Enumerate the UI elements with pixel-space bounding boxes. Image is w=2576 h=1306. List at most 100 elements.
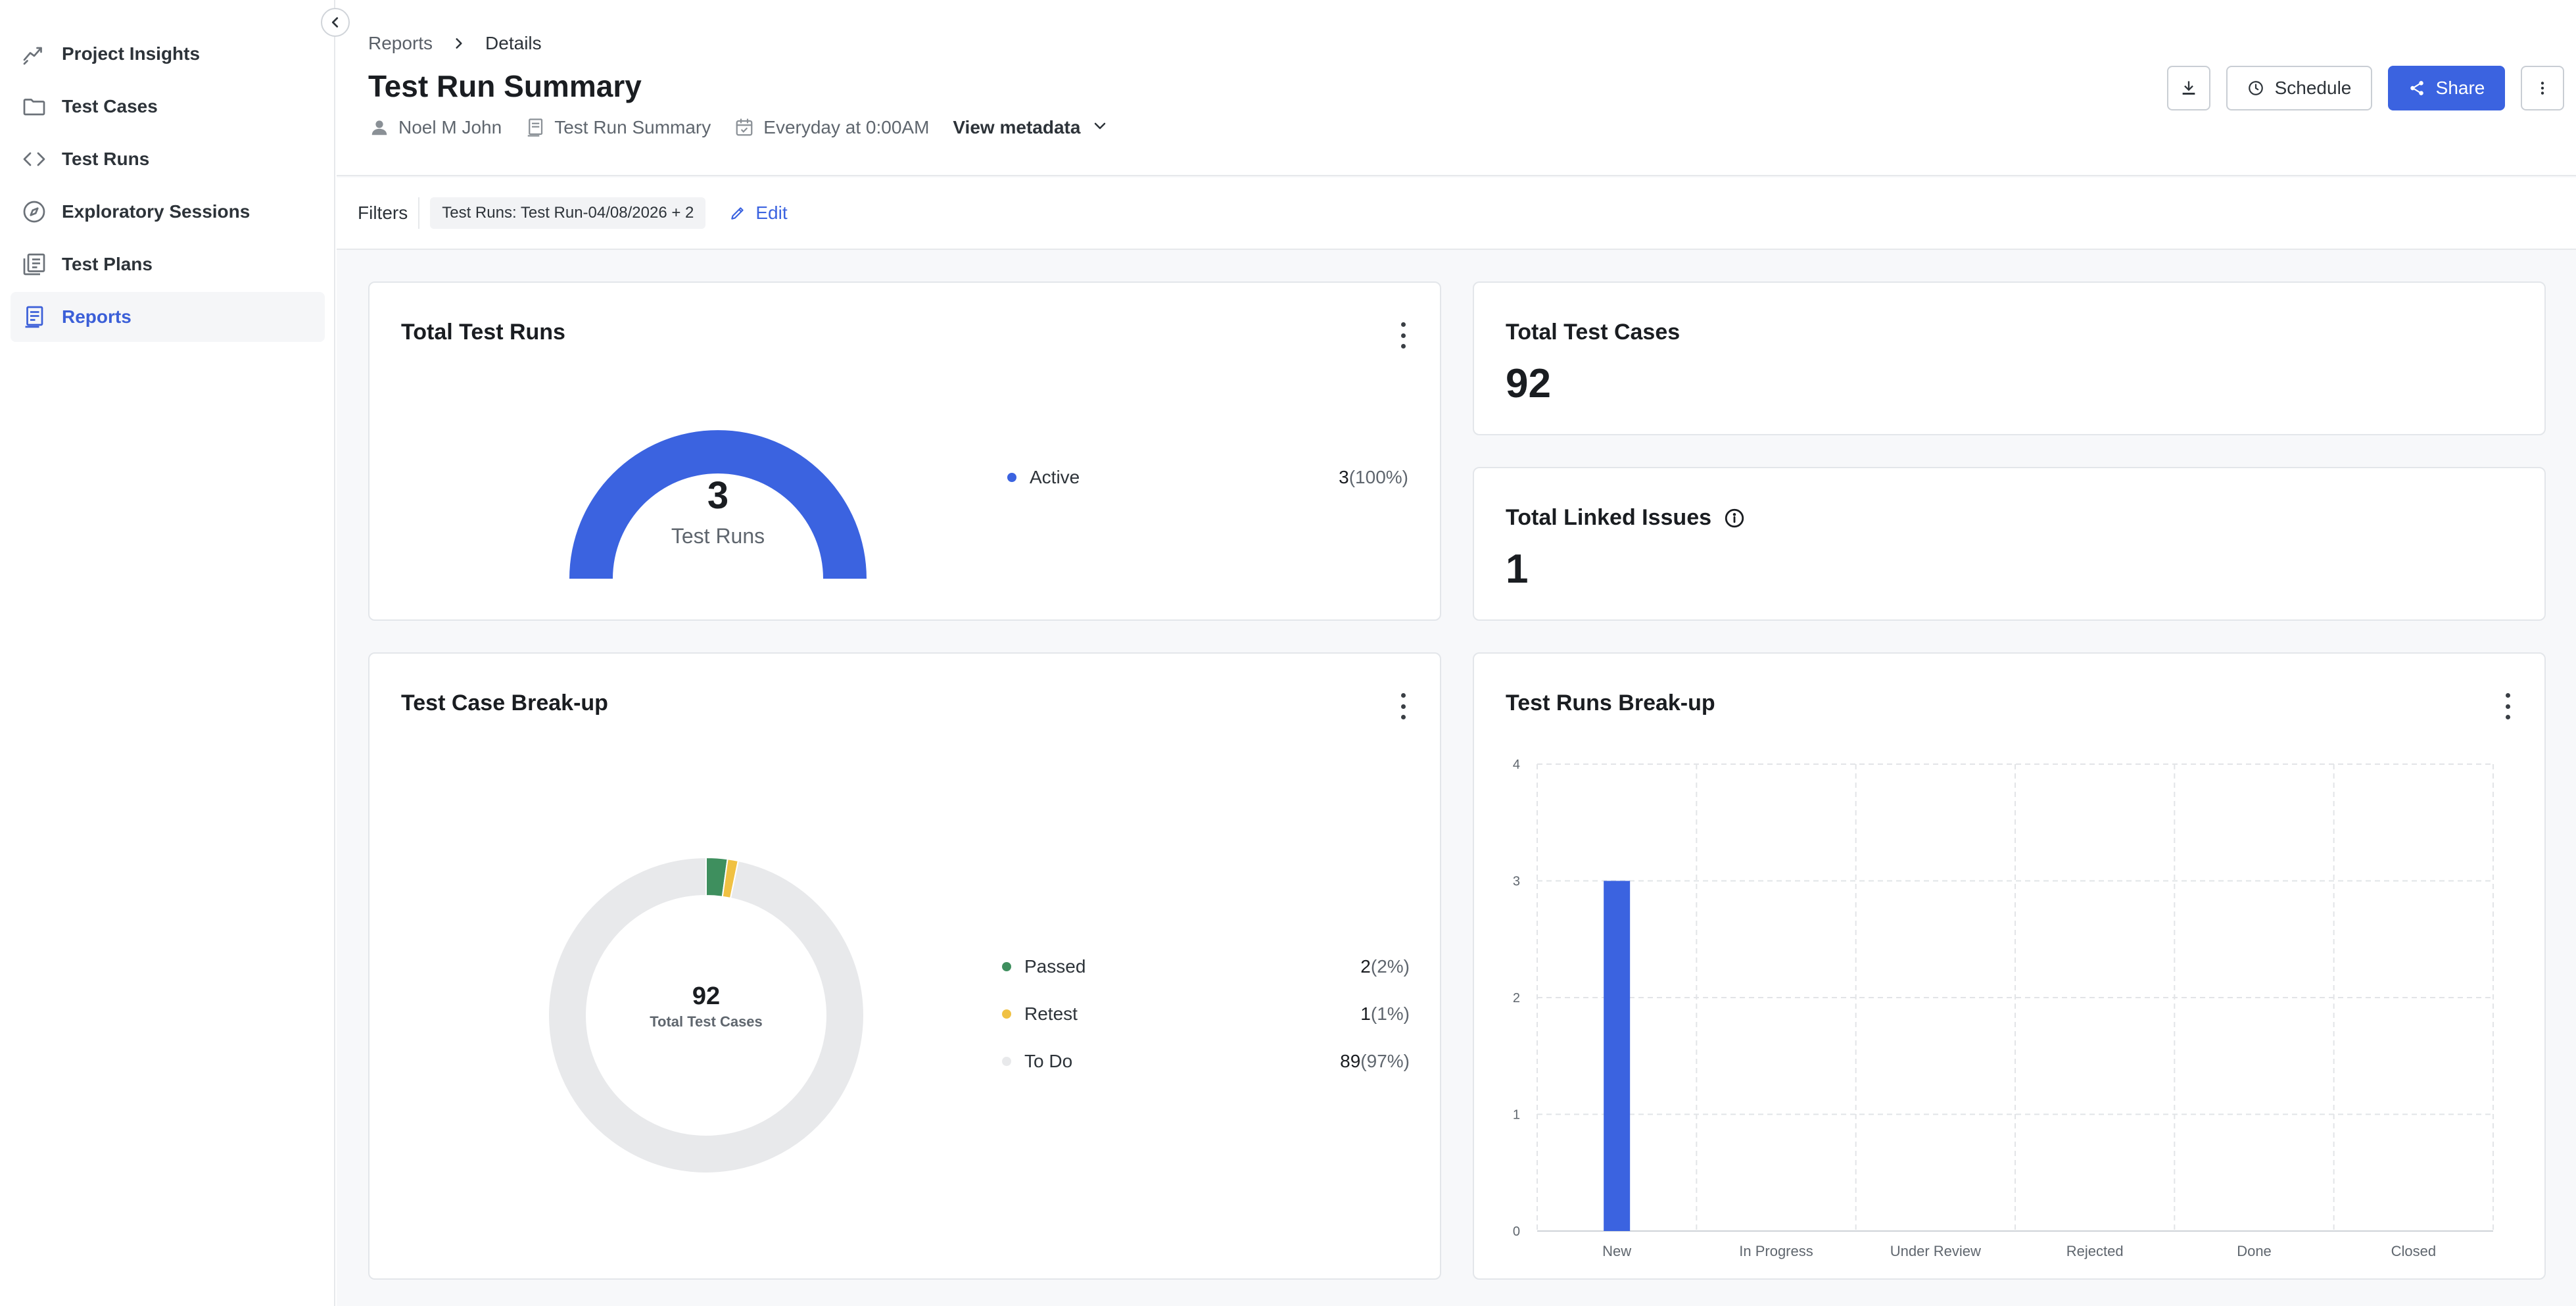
x-tick-label: Done [2237, 1243, 2272, 1259]
more-options-button[interactable] [2521, 66, 2564, 110]
legend-value: 1 [1360, 1004, 1371, 1024]
sidebar: Project Insights Test Cases Test Runs Ex… [0, 0, 335, 1306]
legend-item-passed: Passed 2 (2%) [1002, 943, 1410, 990]
breadcrumb-details: Details [485, 33, 542, 53]
schedule-info: Everyday at 0:00AM [734, 117, 929, 138]
x-tick-label: Under Review [1890, 1243, 1981, 1259]
total-linked-issues-value: 1 [1506, 546, 1529, 592]
calendar-check-icon [734, 118, 754, 137]
sidebar-item-label: Test Runs [62, 149, 150, 169]
clock-icon [2247, 80, 2264, 97]
card-title: Test Runs Break-up [1506, 690, 1715, 715]
sidebar-item-label: Test Plans [62, 254, 153, 274]
test-case-legend: Passed 2 (2%) Retest 1 (1%) To Do 89 (97%) [1002, 943, 1410, 1085]
pencil-icon [729, 205, 746, 222]
share-button-label: Share [2435, 78, 2485, 98]
user-icon [370, 118, 389, 137]
gauge-subtitle: Test Runs [671, 524, 765, 548]
gauge-value: 3 [707, 474, 729, 517]
sidebar-item-reports[interactable]: Reports [11, 292, 325, 342]
plans-icon [21, 251, 47, 278]
legend-percent: (100%) [1348, 467, 1408, 487]
edit-filters-button[interactable]: Edit [729, 203, 788, 224]
legend-label: Active [1030, 467, 1080, 487]
sidebar-item-test-cases[interactable]: Test Cases [11, 82, 325, 132]
download-icon [2180, 79, 2198, 97]
card-menu-button[interactable] [1396, 693, 1410, 719]
card-menu-button[interactable] [2501, 693, 2514, 719]
legend-value: 3 [1339, 467, 1349, 487]
collapse-sidebar-button[interactable] [321, 8, 350, 37]
legend-label: Passed [1024, 956, 1086, 977]
total-test-cases-card: Total Test Cases 92 [1473, 281, 2546, 435]
test-runs-gauge: 3 Test Runs [547, 408, 889, 605]
schedule-text: Everyday at 0:00AM [763, 117, 930, 137]
card-menu-button[interactable] [1396, 322, 1410, 349]
sidebar-item-test-runs[interactable]: Test Runs [11, 134, 325, 184]
gauge-arc-active [569, 430, 867, 579]
test-case-breakup-card: Test Case Break-up 92 Total Test Cases P… [368, 652, 1441, 1280]
total-test-cases-value: 92 [1506, 361, 1551, 406]
donut-total: 92 [692, 982, 721, 1010]
test-runs-legend: Active 3 (100%) [1007, 454, 1408, 501]
owner: Noel M John [370, 117, 502, 138]
compass-icon [21, 199, 47, 225]
x-tick-label: Closed [2391, 1243, 2436, 1259]
code-icon [21, 146, 47, 172]
sidebar-nav: Project Insights Test Cases Test Runs Ex… [11, 29, 325, 345]
filters-bar: Filters Test Runs: Test Run-04/08/2026 +… [337, 178, 2576, 250]
schedule-button-label: Schedule [2274, 78, 2352, 98]
donut-slice-to-do[interactable] [548, 856, 865, 1174]
share-icon [2408, 80, 2425, 97]
total-linked-issues-card: Total Linked Issues 1 [1473, 467, 2546, 621]
card-title-row: Total Linked Issues [1506, 505, 1746, 531]
legend-value: 2 [1360, 956, 1371, 977]
legend-dot [1002, 1009, 1011, 1019]
y-tick-label: 3 [1513, 875, 1520, 889]
main-content: Reports Details Test Run Summary Noel M … [337, 0, 2576, 1306]
download-button[interactable] [2167, 66, 2210, 110]
legend-dot [1002, 962, 1011, 971]
chevron-right-icon [452, 37, 465, 50]
schedule-button[interactable]: Schedule [2226, 66, 2372, 110]
gauge-center: 3 Test Runs [547, 473, 889, 548]
owner-name: Noel M John [398, 117, 502, 137]
sidebar-item-exploratory-sessions[interactable]: Exploratory Sessions [11, 187, 325, 237]
sidebar-item-label: Reports [62, 306, 131, 327]
edit-label: Edit [755, 203, 788, 223]
view-metadata-toggle[interactable]: View metadata [953, 117, 1108, 138]
info-icon[interactable] [1723, 507, 1746, 529]
legend-label: Retest [1024, 1004, 1078, 1024]
sidebar-item-label: Project Insights [62, 43, 201, 64]
bar-new[interactable] [1604, 881, 1631, 1232]
page-title: Test Run Summary [368, 69, 642, 103]
sidebar-item-test-plans[interactable]: Test Plans [11, 239, 325, 289]
legend-dot [1002, 1057, 1011, 1066]
sidebar-item-project-insights[interactable]: Project Insights [11, 29, 325, 79]
trend-icon [21, 41, 47, 67]
donut-chart [548, 856, 865, 1174]
x-tick-label: Rejected [2066, 1243, 2124, 1259]
report-type: Test Run Summary [525, 117, 711, 138]
test-runs-breakup-card: Test Runs Break-up 0 1 2 3 4 New In Progress Un… [1473, 652, 2546, 1280]
header-actions: Schedule Share [2151, 66, 2564, 110]
y-tick-label: 2 [1513, 991, 1520, 1005]
x-tick-label: In Progress [1739, 1243, 1813, 1259]
view-metadata-label: View metadata [953, 117, 1081, 137]
filter-chip[interactable]: Test Runs: Test Run-04/08/2026 + 2 [430, 197, 706, 229]
breadcrumb-reports[interactable]: Reports [368, 33, 433, 53]
y-tick-label: 1 [1513, 1108, 1520, 1123]
share-button[interactable]: Share [2388, 66, 2505, 110]
bar-chart-svg: 0 1 2 3 4 New In Progress Under Review Rejected D… [1513, 758, 2494, 1259]
report-icon [525, 118, 545, 137]
breadcrumb: Reports Details [368, 33, 542, 54]
y-tick-label: 4 [1513, 758, 1520, 772]
legend-percent: (2%) [1370, 956, 1410, 977]
card-title: Total Test Cases [1506, 320, 1681, 345]
x-tick-label: New [1602, 1243, 1631, 1259]
report-icon [21, 304, 47, 330]
chevron-down-icon [1092, 117, 1108, 138]
legend-percent: (97%) [1360, 1051, 1410, 1071]
gauge-chart [569, 430, 867, 579]
report-meta: Noel M John Test Run Summary Everyday at… [370, 117, 1108, 138]
